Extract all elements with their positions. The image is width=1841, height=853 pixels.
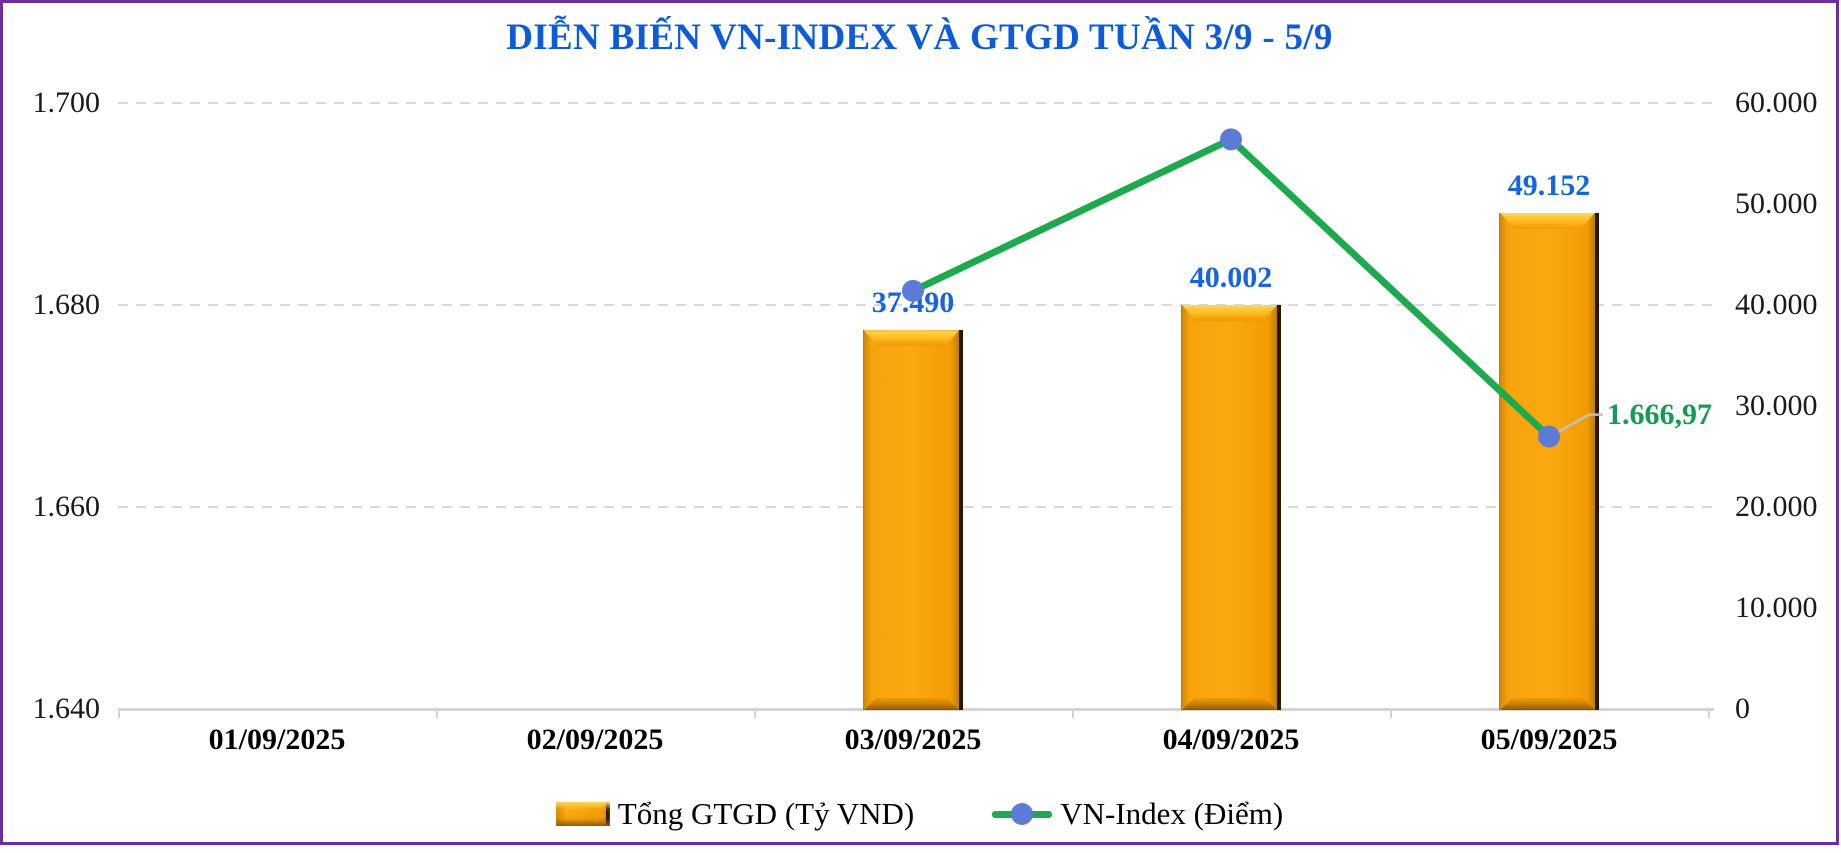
bar-bevel — [1500, 213, 1595, 229]
gridline — [118, 304, 1714, 306]
x-axis-tick — [1390, 709, 1392, 718]
chart-title: DIỄN BIẾN VN-INDEX VÀ GTGD TUẦN 3/9 - 5/… — [506, 17, 1333, 58]
x-axis-tick — [436, 709, 438, 718]
gridline — [118, 102, 1714, 104]
bar-bevel — [864, 698, 959, 710]
x-axis-tick-label: 03/09/2025 — [844, 723, 982, 756]
right-axis-tick-label: 60.000 — [1735, 86, 1818, 119]
blue-dot-icon — [1011, 803, 1034, 825]
legend: Tổng GTGD (Tỷ VND) VN-Index (Điểm) — [0, 796, 1839, 832]
bar-03/09/2025 — [863, 330, 963, 710]
x-axis-tick — [1072, 709, 1074, 718]
vnindex-last-value-label: 1.666,97 — [1607, 397, 1712, 431]
line-marker — [1538, 425, 1560, 448]
bar-04/09/2025 — [1181, 304, 1281, 710]
right-axis-tick-label: 50.000 — [1735, 187, 1818, 220]
legend-item-vnindex: VN-Index (Điểm) — [992, 796, 1283, 832]
legend-label-gtgd: Tổng GTGD (Tỷ VND) — [617, 796, 915, 831]
line-marker — [1220, 128, 1242, 151]
x-axis-tick-label: 02/09/2025 — [526, 723, 664, 756]
bar-bevel — [1182, 698, 1277, 710]
x-axis-tick — [1708, 709, 1710, 718]
right-axis-tick-label: 10.000 — [1735, 591, 1818, 624]
bar-value-label: 40.002 — [1189, 260, 1273, 294]
left-axis-tick-label: 1.640 — [32, 692, 101, 725]
bar-value-label: 49.152 — [1507, 168, 1591, 202]
right-axis-tick-label: 20.000 — [1735, 490, 1818, 523]
bar-bevel — [1500, 698, 1595, 710]
orange-bar-swatch-icon — [555, 802, 610, 826]
right-axis-tick-label: 0 — [1735, 692, 1750, 725]
left-axis-tick-label: 1.700 — [32, 86, 101, 119]
bar-bevel — [1182, 305, 1277, 321]
bar-05/09/2025 — [1499, 212, 1599, 710]
left-axis-tick-label: 1.680 — [32, 288, 101, 321]
bar-bevel — [864, 330, 959, 346]
legend-item-gtgd: Tổng GTGD (Tỷ VND) — [555, 796, 915, 832]
x-axis-tick-label: 01/09/2025 — [208, 723, 346, 756]
line-marker — [902, 279, 924, 302]
green-line-swatch-icon — [992, 802, 1053, 826]
legend-label-vnindex: VN-Index (Điểm) — [1060, 796, 1284, 831]
x-axis-tick-label: 04/09/2025 — [1162, 723, 1300, 756]
left-axis-tick-label: 1.660 — [32, 490, 101, 523]
x-axis-tick-label: 05/09/2025 — [1480, 723, 1618, 756]
leader-line — [1556, 413, 1603, 434]
right-axis-tick-label: 40.000 — [1735, 288, 1818, 321]
right-axis-tick-label: 30.000 — [1735, 389, 1818, 422]
x-axis-tick — [118, 709, 120, 718]
x-axis-tick — [754, 709, 756, 718]
